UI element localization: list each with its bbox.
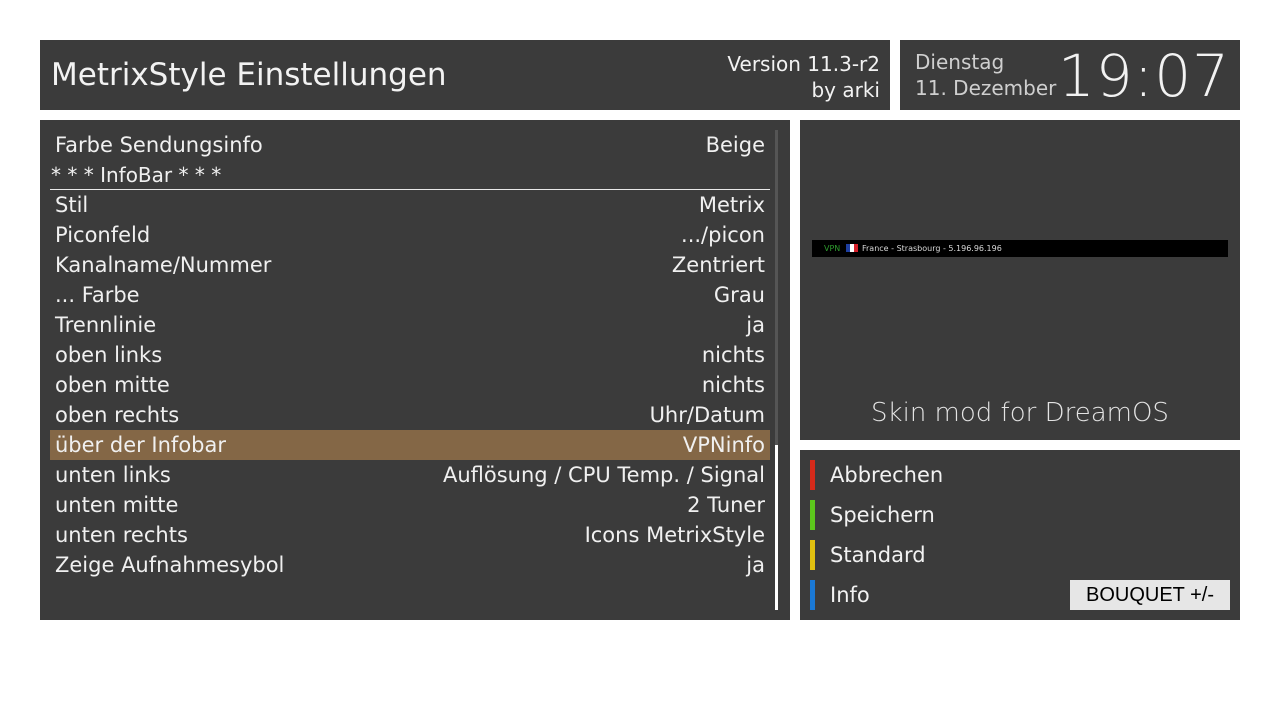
- section-label: * * * InfoBar * * *: [51, 163, 222, 187]
- setting-value: VPNinfo: [682, 433, 765, 457]
- setting-row-oben-links[interactable]: oben links nichts: [50, 340, 770, 370]
- setting-label: oben links: [55, 343, 163, 367]
- cancel-label: Abbrechen: [830, 463, 944, 487]
- yellow-key-indicator: [810, 540, 815, 570]
- france-flag-icon: [846, 244, 858, 252]
- setting-label: unten mitte: [55, 493, 179, 517]
- button-legend-panel: Abbrechen Speichern Standard Info BOUQUE…: [800, 450, 1240, 620]
- setting-label: ... Farbe: [55, 283, 140, 307]
- setting-row-farbe[interactable]: ... Farbe Grau: [50, 280, 770, 310]
- setting-row-oben-mitte[interactable]: oben mitte nichts: [50, 370, 770, 400]
- setting-value: Beige: [705, 133, 765, 157]
- setting-label: Farbe Sendungsinfo: [55, 133, 263, 157]
- setting-value: Metrix: [698, 193, 765, 217]
- setting-row-zeige-aufnahmesybol[interactable]: Zeige Aufnahmesybol ja: [50, 550, 770, 580]
- setting-row-unten-mitte[interactable]: unten mitte 2 Tuner: [50, 490, 770, 520]
- setting-row-oben-rechts[interactable]: oben rechts Uhr/Datum: [50, 400, 770, 430]
- default-label: Standard: [830, 543, 926, 567]
- settings-list: Farbe Sendungsinfo Beige * * * InfoBar *…: [40, 120, 790, 620]
- setting-label: oben mitte: [55, 373, 170, 397]
- weekday-label: Dienstag: [915, 50, 1005, 74]
- setting-label: unten links: [55, 463, 171, 487]
- setting-label: über der Infobar: [55, 433, 227, 457]
- author-label: by arki: [811, 78, 880, 102]
- setting-label: Trennlinie: [55, 313, 157, 337]
- setting-row-stil[interactable]: Stil Metrix: [50, 190, 770, 220]
- clock-panel: Dienstag 11. Dezember 19:07: [900, 40, 1240, 110]
- setting-value: Icons MetrixStyle: [584, 523, 765, 547]
- setting-label: Piconfeld: [55, 223, 151, 247]
- setting-value: Auflösung / CPU Temp. / Signal: [442, 463, 765, 487]
- setting-label: Stil: [55, 193, 89, 217]
- setting-value: Zentriert: [671, 253, 765, 277]
- setting-label: oben rechts: [55, 403, 180, 427]
- setting-value: Grau: [713, 283, 765, 307]
- vpn-location: France - Strasbourg - 5.196.96.196: [862, 244, 1002, 253]
- setting-value: nichts: [701, 343, 765, 367]
- version-label: Version 11.3-r2: [727, 52, 880, 76]
- setting-row-unten-links[interactable]: unten links Auflösung / CPU Temp. / Sign…: [50, 460, 770, 490]
- setting-value: 2 Tuner: [687, 493, 765, 517]
- setting-row-unten-rechts[interactable]: unten rechts Icons MetrixStyle: [50, 520, 770, 550]
- green-key-indicator: [810, 500, 815, 530]
- setting-value: .../picon: [681, 223, 765, 247]
- setting-row-piconfeld[interactable]: Piconfeld .../picon: [50, 220, 770, 250]
- setting-value: ja: [746, 313, 765, 337]
- section-header-infobar: * * * InfoBar * * *: [50, 160, 770, 190]
- header-panel: MetrixStyle Einstellungen Version 11.3-r…: [40, 40, 890, 110]
- setting-row-kanalname[interactable]: Kanalname/Nummer Zentriert: [50, 250, 770, 280]
- time-label: 19:07: [1057, 42, 1230, 110]
- setting-label: Zeige Aufnahmesybol: [55, 553, 285, 577]
- setting-value: nichts: [701, 373, 765, 397]
- vpn-label: VPN: [824, 244, 841, 253]
- date-label: 11. Dezember: [915, 76, 1057, 100]
- blue-key-indicator: [810, 580, 815, 610]
- save-label: Speichern: [830, 503, 935, 527]
- setting-row-ueber-der-infobar[interactable]: über der Infobar VPNinfo: [50, 430, 770, 460]
- vpn-info-bar: VPN France - Strasbourg - 5.196.96.196: [812, 240, 1228, 257]
- info-label: Info: [830, 583, 870, 607]
- setting-label: Kanalname/Nummer: [55, 253, 272, 277]
- skin-caption: Skin mod for DreamOS: [871, 398, 1169, 428]
- red-key-indicator: [810, 460, 815, 490]
- preview-panel: VPN France - Strasbourg - 5.196.96.196 S…: [800, 120, 1240, 440]
- version-info: Version 11.3-r2 by arki: [727, 51, 880, 103]
- setting-value: ja: [746, 553, 765, 577]
- scrollbar-track[interactable]: [775, 130, 778, 610]
- setting-row-trennlinie[interactable]: Trennlinie ja: [50, 310, 770, 340]
- setting-row-farbe-sendungsinfo[interactable]: Farbe Sendungsinfo Beige: [50, 130, 770, 160]
- page-title: MetrixStyle Einstellungen: [51, 57, 447, 93]
- setting-value: Uhr/Datum: [649, 403, 765, 427]
- bouquet-button[interactable]: BOUQUET +/-: [1070, 580, 1230, 610]
- setting-label: unten rechts: [55, 523, 188, 547]
- scrollbar-thumb[interactable]: [775, 445, 778, 610]
